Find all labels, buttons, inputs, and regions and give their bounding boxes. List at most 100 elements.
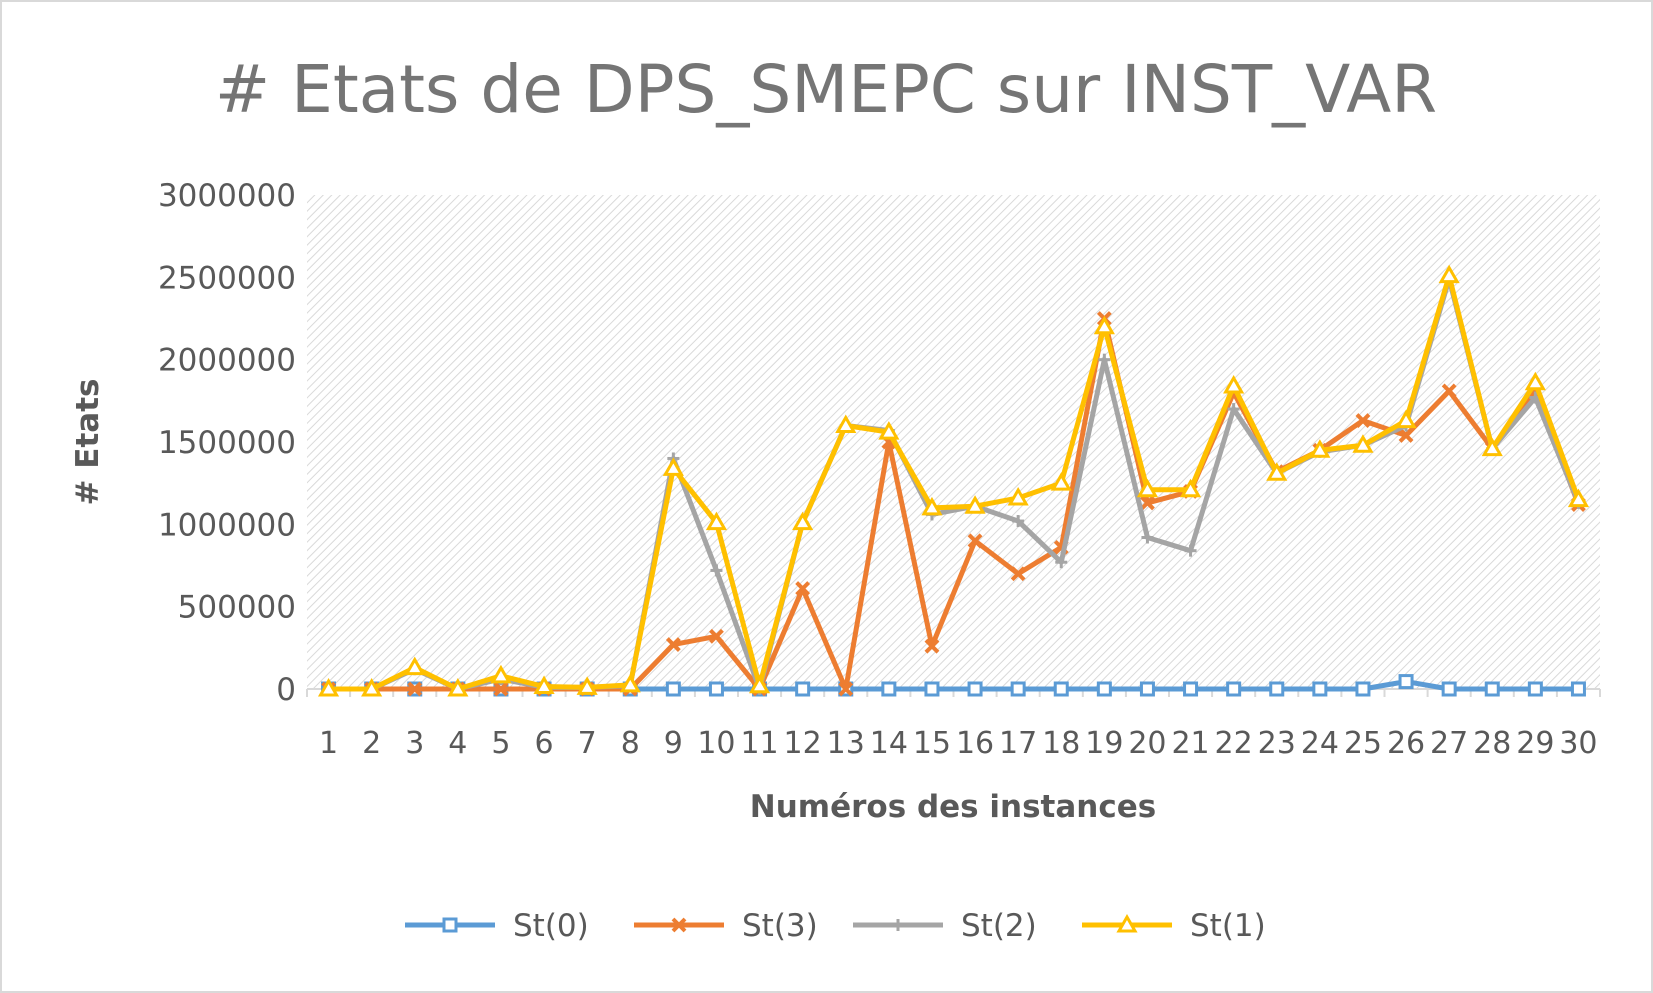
data-point-st-0	[1312, 681, 1328, 697]
data-point-st-1	[1050, 472, 1072, 491]
data-point-st-0	[1484, 681, 1500, 697]
data-point-st-1	[404, 656, 426, 676]
data-point-st-1	[1007, 486, 1029, 506]
data-point-st-1	[1309, 439, 1331, 458]
data-point-st-1	[1352, 434, 1374, 453]
data-point-st-1	[1093, 315, 1115, 335]
data-point-st-1	[878, 421, 900, 440]
data-point-st-3	[1355, 413, 1371, 429]
data-point-st-0	[1226, 681, 1242, 697]
y-tick-label: 1500000	[158, 425, 296, 461]
data-point-st-2	[1012, 515, 1025, 528]
y-axis: 0 500000 1000000 1500000 2000000 2500000 30000…	[158, 178, 296, 708]
data-point-st-3	[1441, 383, 1457, 399]
x-tick-label: 3	[405, 726, 424, 761]
x-tick-label: 12	[784, 726, 822, 761]
x-tick-label: 15	[913, 726, 951, 761]
x-axis-title: Numéros des instances	[750, 789, 1156, 825]
data-point-st-1	[576, 676, 598, 695]
data-point-st-3	[795, 581, 811, 596]
legend-label: St(2)	[961, 908, 1037, 944]
x-tick-label: 2	[362, 726, 381, 761]
x-tick-label: 8	[621, 726, 640, 761]
y-tick-label: 500000	[178, 590, 296, 626]
data-point-st-2	[1227, 403, 1240, 416]
data-point-st-3	[665, 637, 681, 652]
data-point-st-1	[964, 495, 986, 514]
data-point-st-1	[835, 414, 857, 434]
data-point-st-1	[705, 511, 728, 531]
data-point-st-2	[1184, 544, 1197, 557]
data-point-st-1	[1438, 264, 1460, 284]
data-point-st-3	[1398, 427, 1414, 443]
data-point-st-3	[709, 628, 724, 644]
y-axis-title: # Etats	[70, 379, 106, 506]
data-point-st-3	[1140, 495, 1155, 511]
y-tick-label: 2500000	[158, 260, 296, 296]
data-point-st-1	[1524, 371, 1546, 391]
data-point-st-3	[924, 638, 940, 654]
data-point-st-0	[795, 681, 811, 697]
data-point-st-2	[710, 564, 723, 577]
data-point-st-0	[1139, 681, 1155, 697]
data-point-st-0	[1183, 681, 1199, 697]
x-tick-label: 26	[1387, 726, 1425, 761]
data-point-st-0	[1570, 681, 1586, 697]
data-point-st-3	[967, 533, 983, 549]
x-tick-label: 7	[578, 726, 597, 761]
x-tick-label: 23	[1258, 726, 1296, 761]
data-point-st-0	[1355, 681, 1371, 697]
x-tick-label: 24	[1301, 726, 1339, 761]
y-tick-label: 1000000	[158, 507, 296, 543]
series-layer	[317, 264, 1590, 697]
x-tick-label: 18	[1042, 726, 1080, 761]
data-point-legend-st-2	[892, 919, 904, 931]
x-tick-label: 6	[535, 726, 554, 761]
legend-item-st-2: St(2)	[853, 908, 1037, 944]
x-tick-label: 25	[1344, 726, 1382, 761]
x-tick-label: 1	[319, 726, 338, 761]
x-tick-label: 11	[740, 726, 778, 761]
plot-area	[307, 195, 1600, 689]
data-point-st-1	[1567, 488, 1590, 508]
x-tick-label: 19	[1085, 726, 1123, 761]
data-point-st-0	[708, 681, 724, 697]
x-tick-label: 21	[1171, 726, 1209, 761]
x-tick-label: 10	[697, 726, 735, 761]
y-tick-label: 3000000	[158, 178, 296, 214]
data-point-st-1	[792, 511, 814, 531]
data-point-st-2	[1098, 353, 1111, 366]
data-point-st-0	[967, 681, 983, 697]
data-point-st-1	[1395, 409, 1417, 429]
data-point-st-0	[1527, 681, 1543, 697]
legend-item-st-1: St(1)	[1082, 908, 1266, 944]
data-point-st-2	[1055, 556, 1068, 569]
data-point-st-3	[407, 681, 423, 697]
data-point-st-3	[1010, 566, 1026, 582]
y-tick-label: 2000000	[158, 343, 296, 379]
x-tick-label: 29	[1516, 726, 1554, 761]
data-point-legend-st-1	[1116, 913, 1138, 933]
data-point-st-0	[665, 681, 681, 697]
data-point-st-1	[619, 673, 641, 693]
x-tick-label: 5	[491, 726, 510, 761]
data-point-st-0	[881, 681, 897, 697]
data-point-st-1	[1179, 478, 1202, 498]
legend-item-st-3: St(3)	[634, 908, 818, 944]
x-tick-label: 27	[1430, 726, 1468, 761]
x-tick-label: 4	[448, 726, 467, 761]
x-tick-label: 14	[870, 726, 908, 761]
data-point-st-0	[1441, 681, 1457, 697]
data-point-st-1	[748, 674, 771, 694]
series-st-1	[317, 264, 1590, 697]
data-point-st-1	[1136, 478, 1159, 498]
series-line-st-1	[326, 273, 1581, 692]
data-point-st-1	[921, 496, 943, 516]
x-tick-label: 22	[1215, 726, 1253, 761]
data-point-st-1	[1481, 437, 1503, 457]
chart-title: # Etats de DPS_SMEPC sur INST_VAR	[215, 51, 1437, 128]
data-point-st-0	[1010, 681, 1026, 697]
x-tick-label: 16	[956, 726, 994, 761]
data-point-st-1	[1266, 462, 1288, 481]
